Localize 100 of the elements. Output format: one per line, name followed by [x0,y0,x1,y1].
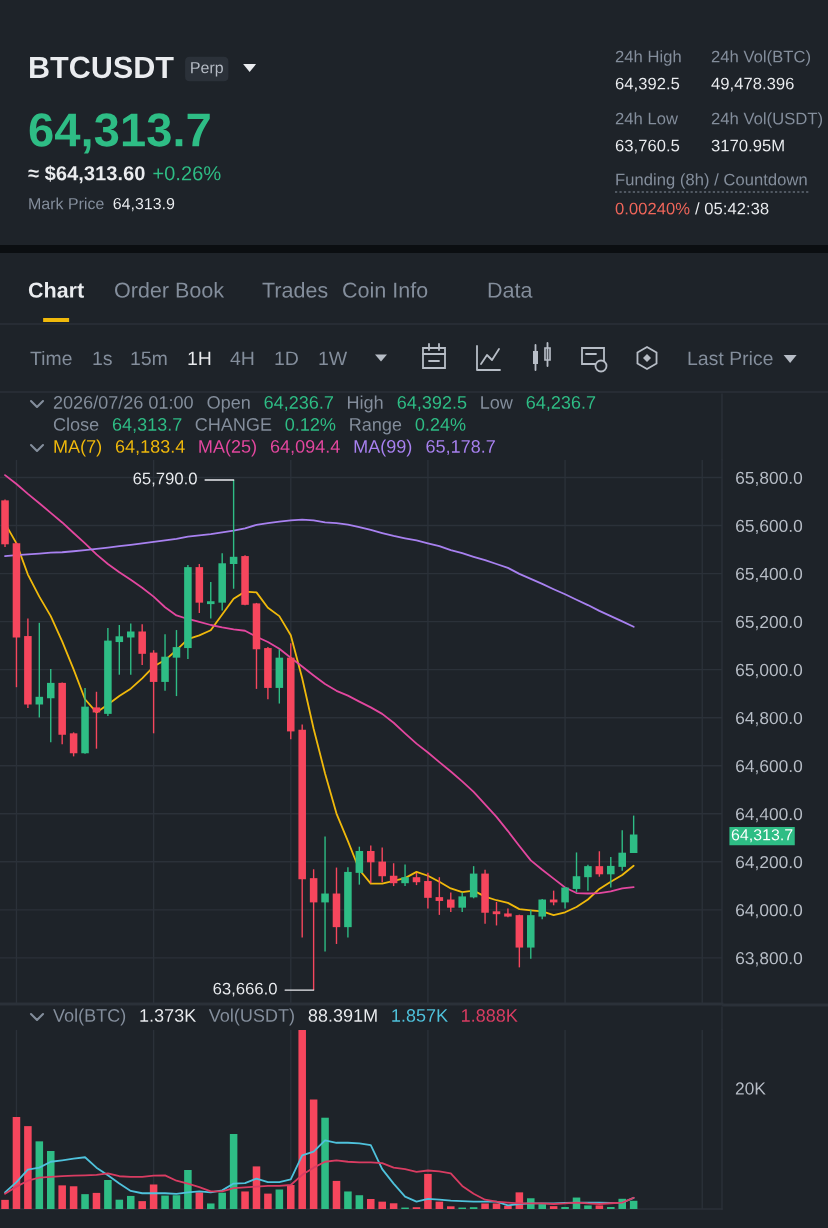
text: 1W [319,351,348,366]
bar [538,1204,546,1209]
text: 1.373K [140,1009,197,1022]
bar [115,1199,124,1209]
text: +0.26% [153,166,221,181]
candlestick [46,668,55,743]
bar [104,1180,112,1209]
bar [46,1151,55,1209]
text: MA(25) [199,439,256,457]
text: 63,760.5 [615,139,680,154]
bar [549,1206,558,1209]
y-tick-label: 65,200.0 [736,615,803,631]
bar [81,1194,89,1209]
candlestick [538,898,546,920]
text: 4H [230,351,254,366]
bar [161,1195,169,1209]
text: Funding (8h) / Countdown [616,173,807,189]
text: Coin Info [343,281,428,298]
candlestick [629,814,638,854]
candlestick [561,886,569,910]
text: Open [207,396,250,413]
bar [367,1198,375,1209]
candlestick [206,581,215,620]
text: 1H [188,351,211,366]
text: / 05:42:38 [695,202,769,215]
bar [378,1201,386,1209]
text: Mark Price [29,197,104,210]
text: 65,178.7 [426,440,495,455]
bar [218,1192,226,1209]
bar [298,1030,306,1209]
bar [206,1203,215,1209]
bar [126,1195,135,1209]
bar [447,1206,455,1209]
bar [332,1180,341,1209]
bar [595,1205,604,1209]
bar [584,1205,592,1209]
bar [58,1185,66,1209]
bar [184,1169,192,1209]
text: Time [30,350,72,366]
text: 64,392.5 [615,77,680,92]
text: Perp [191,62,223,77]
candlestick [469,865,478,900]
bar [389,1203,398,1209]
bar [527,1198,535,1209]
text: High [347,395,383,413]
text: 1.857K [392,1009,448,1022]
line-series [4,518,635,628]
y-tick-label: 64,000.0 [736,904,803,919]
bar [344,1191,352,1209]
bar [355,1195,364,1209]
text: 0.00240% [615,202,690,215]
bar [321,1117,329,1209]
text: Vol(BTC) [53,1008,126,1026]
text: 64,183.4 [115,440,185,455]
y-tick-label: 65,000.0 [736,663,803,679]
bar [264,1193,272,1209]
bar [286,1185,295,1209]
bar [69,1186,78,1209]
text: 3170.95M [711,139,784,152]
y-tick-label: 65,400.0 [736,567,803,583]
text: 24h High [615,50,681,66]
candlestick [401,863,409,887]
bar [492,1203,501,1209]
candlestick [572,851,581,893]
y-tick-label: 65,600.0 [736,519,803,535]
candlestick [69,731,78,758]
text: 2026/07/26 01:00 [53,395,193,409]
text: 1.888K [462,1009,518,1022]
candlestick [115,624,124,676]
candlestick [584,864,592,892]
text: 20K [735,1082,766,1095]
bar [195,1192,204,1209]
y-tick-label: 64,600.0 [736,759,803,775]
candlestick [607,856,615,889]
y-tick-label: 64,200.0 [736,855,803,871]
candlestick [378,846,386,883]
text: Vol(USDT) [208,1008,294,1026]
candlestick [435,876,444,916]
text: 24h Vol(USDT) [711,112,823,128]
candlestick [595,850,604,878]
text: Order Book [115,281,225,298]
text: BTCUSDT [30,56,174,79]
bar [629,1200,638,1209]
candlestick [458,891,466,913]
text: MA(7) [54,439,102,457]
bar [1,1199,9,1209]
annotation: 65,790.0 [133,472,197,487]
text: 1s [93,351,112,366]
text: 64,313.7 [112,418,182,433]
text: ≈ $64,313.60 [28,165,145,184]
bar [92,1192,101,1209]
text: 1D [275,351,298,366]
text: 24h Vol(BTC) [711,50,811,66]
text: Last Price [688,350,773,366]
candlestick [321,835,329,953]
text: 0.12% [285,418,336,431]
bar [504,1205,512,1209]
candlestick [92,691,101,750]
text: Range [350,418,402,435]
text: 15m [131,351,167,366]
